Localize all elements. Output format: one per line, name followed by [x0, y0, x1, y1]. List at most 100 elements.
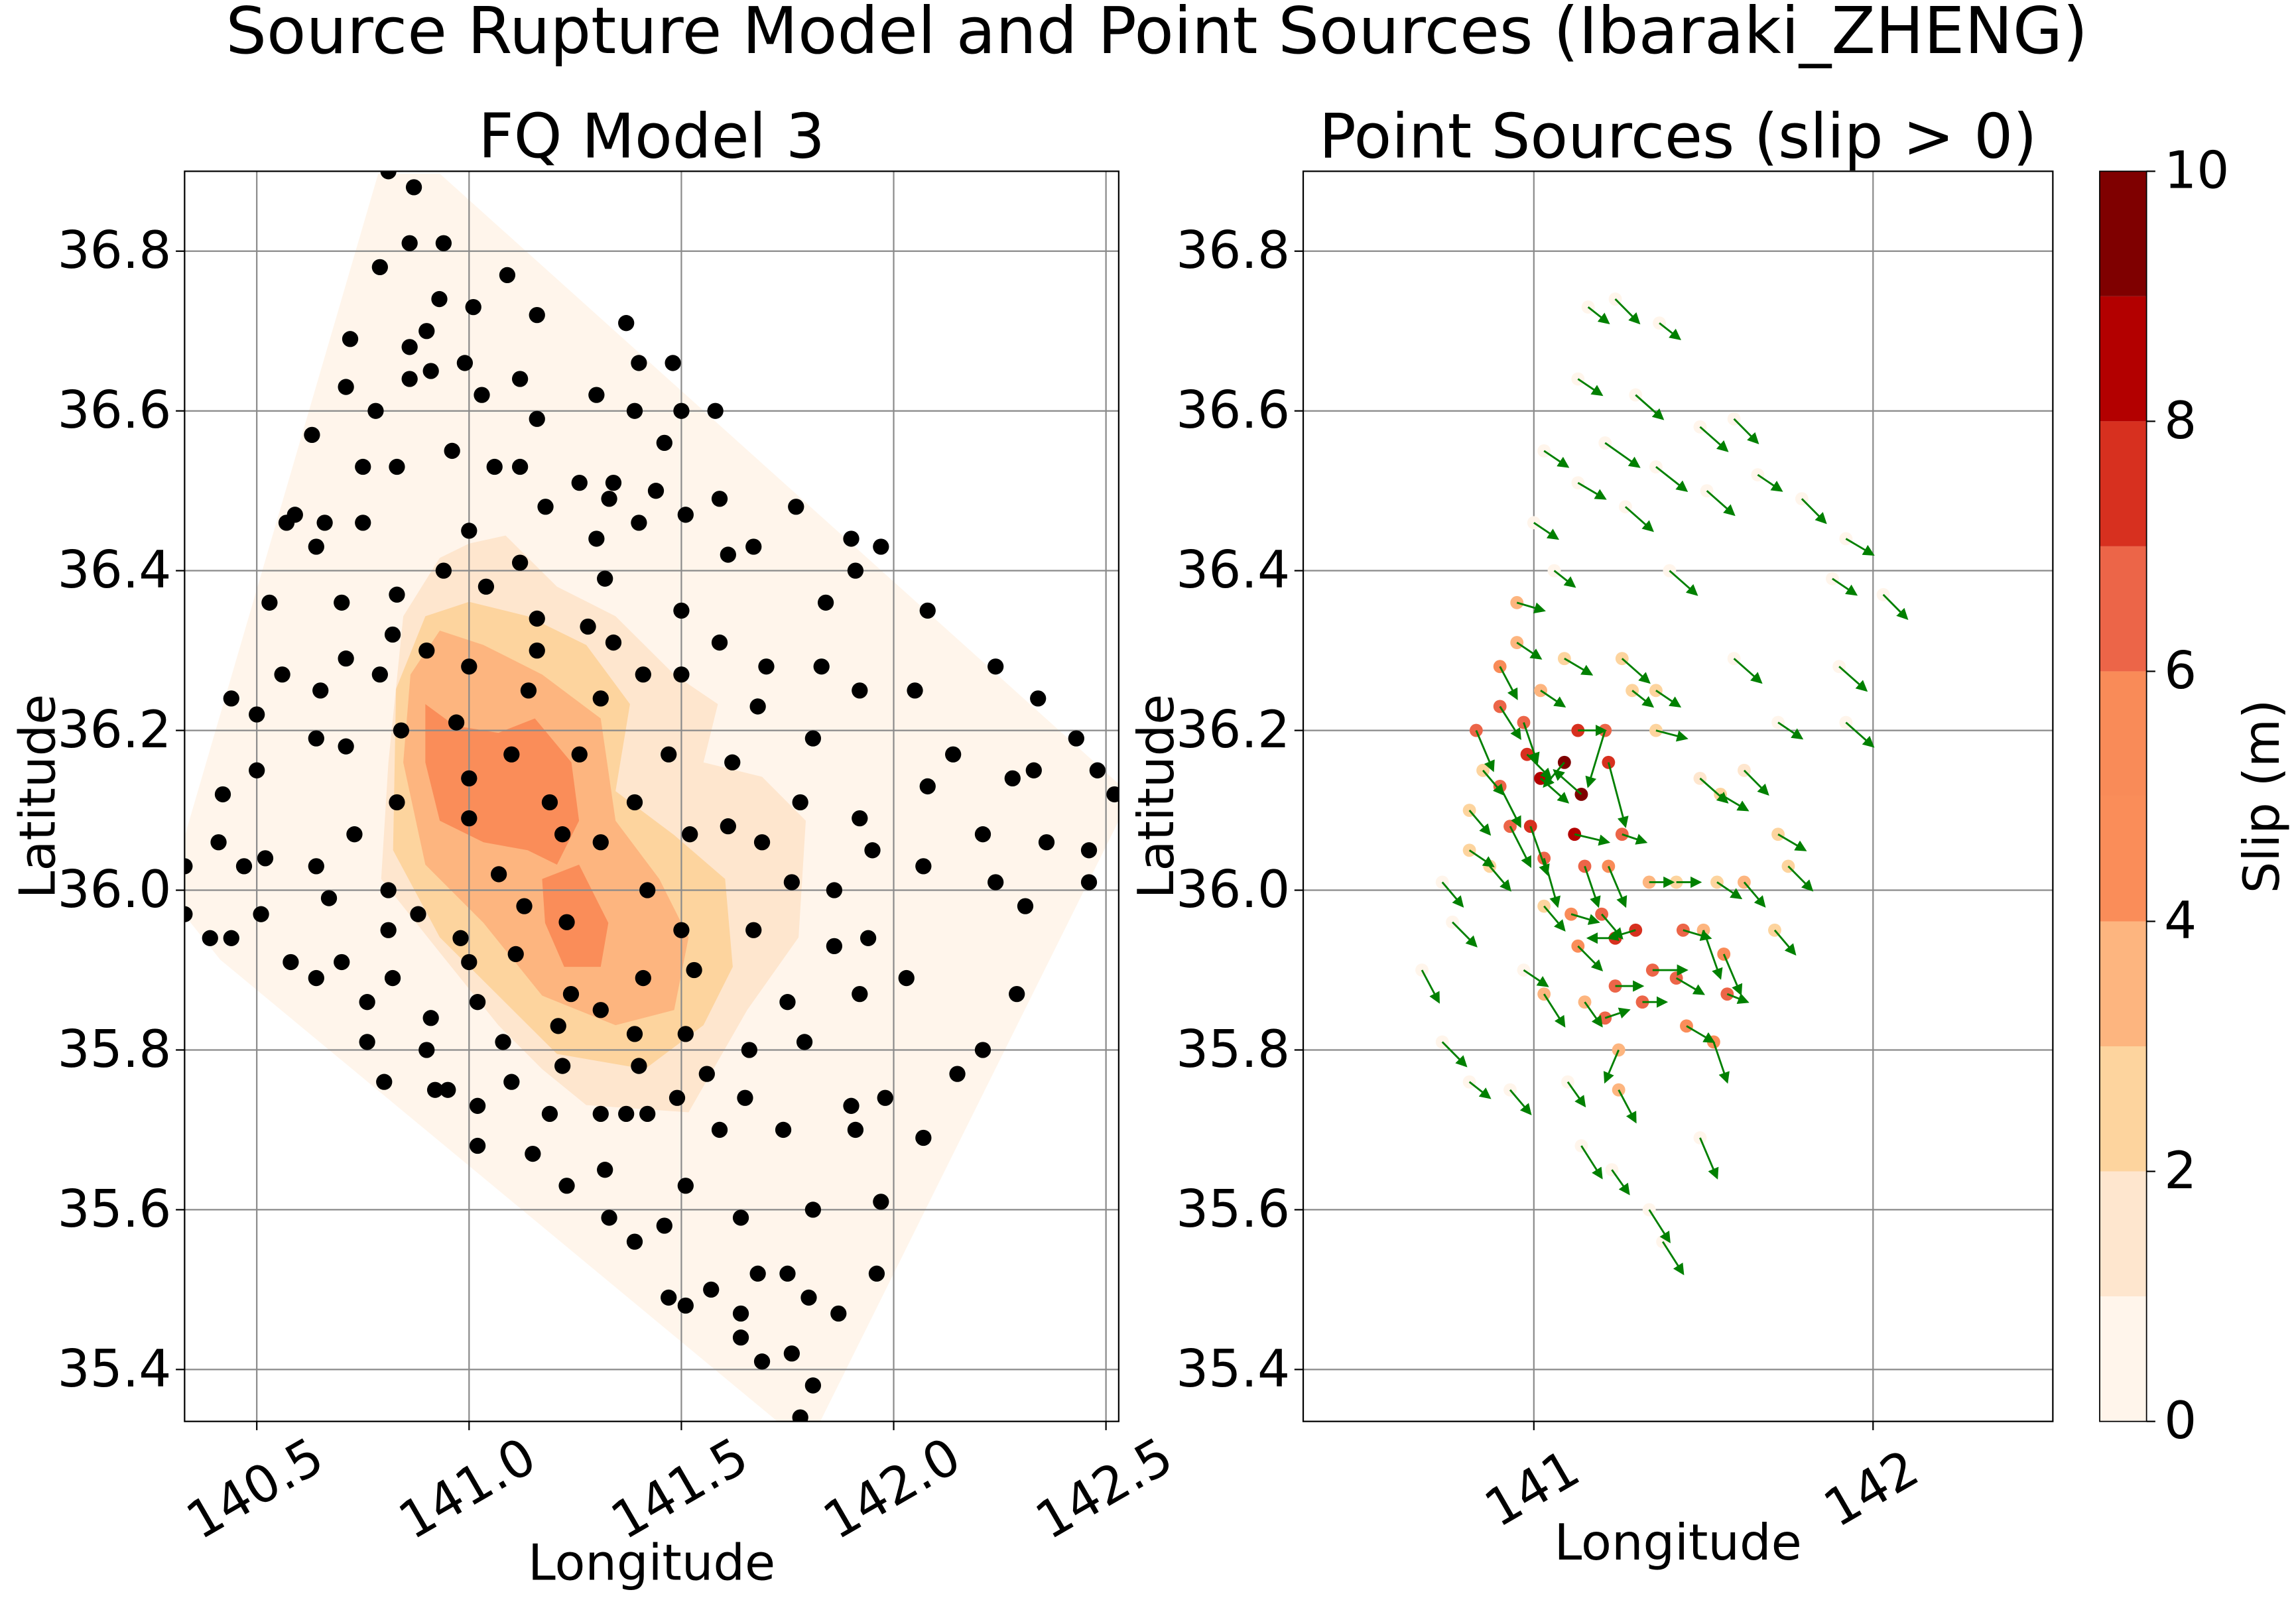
slip-arrow	[1777, 721, 1804, 740]
slip-arrow	[1661, 1241, 1685, 1276]
subfault-point	[571, 474, 588, 491]
subfault-point	[490, 866, 507, 883]
slip-arrow	[1608, 865, 1627, 908]
colorbar-band	[2099, 171, 2147, 296]
subfault-point	[686, 961, 702, 979]
subfault-point	[732, 1305, 749, 1322]
point-source	[1493, 660, 1507, 674]
subfault-point	[898, 969, 915, 987]
subfault-point	[804, 1201, 822, 1218]
subfault-point	[214, 786, 231, 803]
subfault-point	[711, 491, 728, 507]
slip-arrow	[1801, 498, 1827, 524]
subfault-point	[571, 746, 588, 763]
subfault-point	[346, 826, 363, 843]
subfault-point	[847, 1121, 864, 1138]
subfault-point	[732, 1329, 749, 1346]
subfault-point	[673, 666, 690, 683]
colorbar-tick-label: 6	[2164, 641, 2197, 701]
subfault-point	[597, 1162, 613, 1178]
subfault-point	[461, 810, 478, 827]
subfault-point	[558, 914, 575, 930]
subfault-point	[541, 794, 558, 811]
subfault-point	[597, 570, 613, 587]
subfault-point	[618, 315, 635, 332]
subfault-point	[792, 794, 808, 811]
subfault-point	[558, 1178, 575, 1194]
subfault-point	[915, 858, 932, 875]
subfault-point	[389, 458, 405, 475]
contour-fill	[425, 704, 580, 865]
subfault-point	[550, 1018, 566, 1034]
subfault-point	[626, 1026, 643, 1042]
slip-arrow	[1543, 450, 1570, 468]
slip-arrow	[1722, 954, 1743, 996]
colorbar-tick-label: 2	[2164, 1141, 2197, 1201]
subfault-point	[673, 602, 690, 619]
subfault-point	[371, 259, 388, 276]
slip-arrow	[1475, 730, 1495, 772]
subfault-point	[639, 1105, 656, 1122]
y-tick-label: 36.6	[57, 381, 171, 440]
colorbar-label: Slip (m)	[2232, 700, 2291, 893]
slip-arrow	[1743, 769, 1769, 796]
subfault-point	[592, 1105, 609, 1122]
slip-arrow	[1635, 394, 1665, 420]
subfault-point	[525, 1145, 541, 1162]
y-tick-label: 36.8	[1176, 221, 1290, 280]
slip-arrow	[1631, 690, 1655, 708]
subfault-point	[448, 714, 465, 731]
slip-arrow	[1577, 378, 1604, 397]
subfault-point	[274, 666, 290, 683]
slip-arrow	[1509, 826, 1531, 868]
y-tick-label: 36.8	[57, 221, 171, 280]
subfault-point	[444, 442, 460, 460]
subfault-point	[380, 882, 397, 898]
subfault-point	[338, 650, 354, 667]
subfault-point	[661, 1289, 677, 1306]
subfault-point	[639, 882, 656, 898]
subfault-point	[783, 874, 800, 891]
subfault-point	[371, 666, 388, 683]
subfault-point	[868, 1265, 885, 1282]
subfault-point	[312, 682, 329, 699]
slip-arrow	[1566, 1081, 1586, 1108]
subfault-point	[418, 1042, 435, 1058]
y-tick-label: 35.4	[1176, 1339, 1290, 1399]
slip-arrow	[1499, 706, 1521, 741]
subfault-point	[974, 1042, 991, 1058]
axes-frame	[1302, 170, 2054, 1422]
slip-arrow	[1564, 657, 1594, 676]
subfault-point	[732, 1209, 749, 1226]
subfault-point	[529, 410, 545, 427]
point-source	[1462, 843, 1476, 857]
slip-arrow	[1787, 865, 1814, 892]
subfault-point	[753, 1353, 771, 1370]
slip-arrow	[1733, 418, 1759, 444]
subfault-point	[753, 834, 771, 851]
subfault-point	[592, 834, 609, 851]
subfault-point	[486, 458, 503, 475]
slip-arrow	[1699, 1137, 1719, 1180]
subfault-point	[605, 474, 622, 491]
subfault-point	[592, 690, 609, 707]
subfault-point	[283, 954, 299, 971]
figure-title: Source Rupture Model and Point Sources (…	[225, 0, 2088, 68]
slip-arrow	[1584, 865, 1601, 908]
subfault-point	[469, 1097, 486, 1114]
subfault-point	[826, 938, 843, 955]
y-tick-label: 35.6	[57, 1180, 171, 1239]
subfault-point	[261, 594, 278, 611]
slip-arrow	[1553, 570, 1576, 588]
y-tick-label: 35.6	[1176, 1180, 1290, 1239]
subfault-point	[431, 290, 448, 308]
colorbar-tick-label: 10	[2164, 141, 2229, 201]
slip-arrow	[1773, 929, 1797, 956]
subfault-point	[852, 810, 868, 827]
subfault-point	[376, 1074, 393, 1090]
slip-arrow	[1604, 1007, 1631, 1019]
point-source	[1839, 532, 1853, 546]
slip-arrow	[1686, 1025, 1716, 1043]
slip-arrow	[1604, 442, 1641, 468]
